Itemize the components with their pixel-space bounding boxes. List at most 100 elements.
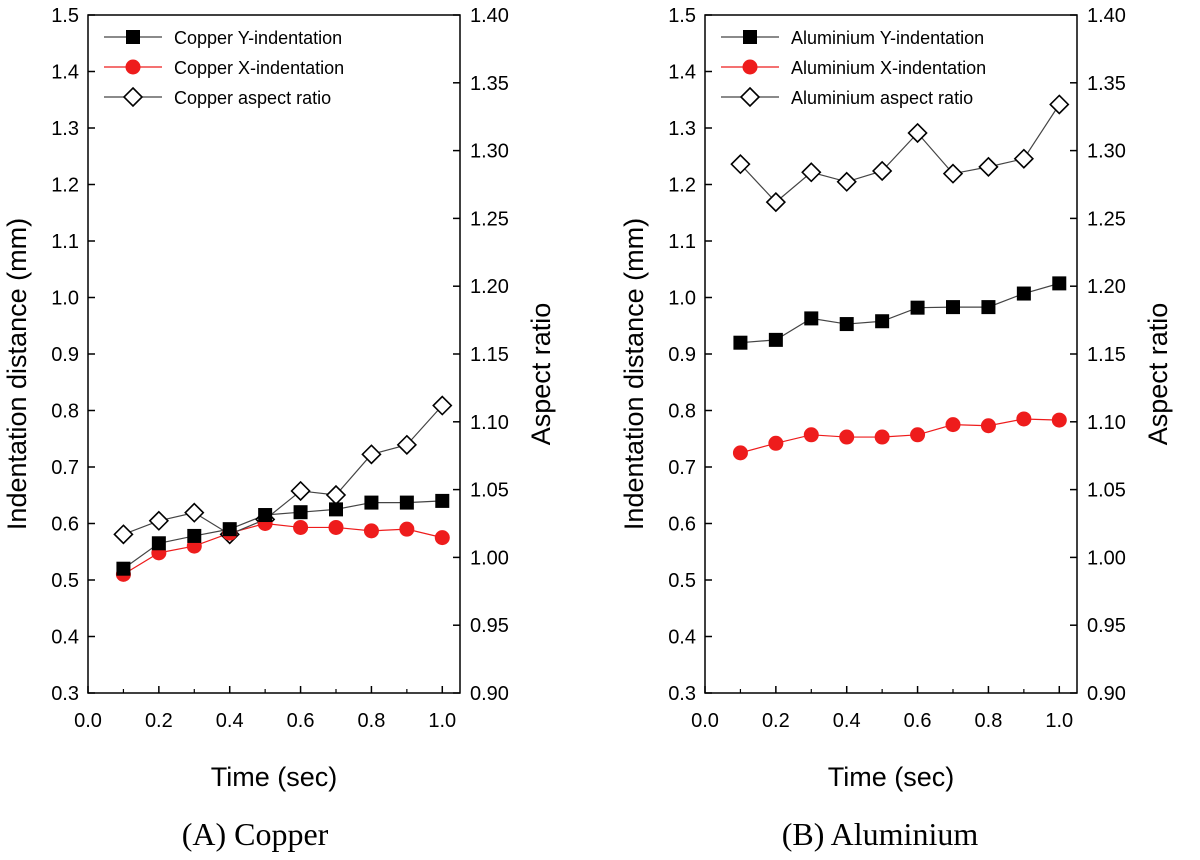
series-line xyxy=(123,500,443,570)
diamond-point xyxy=(907,122,928,144)
legend-label: Aluminium Y-indentation xyxy=(791,28,984,48)
diamond-point xyxy=(361,444,382,465)
y2-tick-label: 1.40 xyxy=(470,5,509,27)
y-tick-label: 0.3 xyxy=(668,683,696,705)
circle-point xyxy=(910,427,926,443)
diamond-point xyxy=(396,434,417,455)
series-line xyxy=(123,405,443,536)
y-tick-label: 1.3 xyxy=(668,118,696,140)
y-tick-label: 0.9 xyxy=(668,344,696,366)
square-point xyxy=(329,502,343,517)
y-tick-label: 0.7 xyxy=(668,457,696,479)
square-point xyxy=(151,536,166,551)
x-tick-label: 0.8 xyxy=(358,710,386,732)
square-point xyxy=(768,332,783,347)
square-point xyxy=(733,335,748,350)
y-axis-title: Indentation distance (mm) xyxy=(2,218,32,530)
y2-tick-label: 1.30 xyxy=(1087,141,1126,163)
square-point xyxy=(116,561,131,576)
y2-axis-title: Aspect ratio xyxy=(1143,303,1173,446)
y2-tick-label: 0.95 xyxy=(1087,615,1126,637)
circle-point xyxy=(363,523,379,539)
circle-point xyxy=(1051,412,1067,428)
square-point xyxy=(222,522,237,537)
legend-marker xyxy=(742,59,758,75)
y2-tick-label: 1.40 xyxy=(1087,5,1126,27)
square-point xyxy=(293,505,308,520)
circle-point xyxy=(945,417,961,433)
y-tick-label: 1.1 xyxy=(51,231,79,253)
y2-tick-label: 1.35 xyxy=(470,73,509,95)
y2-tick-label: 1.00 xyxy=(470,547,509,569)
diamond-point xyxy=(113,524,134,545)
circle-point xyxy=(328,519,344,535)
square-point xyxy=(258,508,273,523)
diamond-point xyxy=(290,480,311,502)
series-line xyxy=(739,104,1060,203)
square-point xyxy=(1016,286,1031,301)
panel-caption: (B) Aluminium xyxy=(782,816,979,852)
y2-tick-label: 1.20 xyxy=(470,276,509,298)
plot-frame xyxy=(87,14,461,694)
square-point xyxy=(1052,276,1067,291)
plot-frame xyxy=(704,14,1078,694)
y2-tick-label: 0.90 xyxy=(470,683,509,705)
y-tick-label: 1.5 xyxy=(668,5,696,27)
legend-marker xyxy=(122,86,144,108)
y2-tick-label: 1.30 xyxy=(470,141,509,163)
diamond-point xyxy=(836,171,857,192)
square-point xyxy=(435,493,450,508)
diamond-point xyxy=(942,163,964,184)
panel-caption: (A) Copper xyxy=(182,816,329,852)
y-tick-label: 0.8 xyxy=(668,401,696,423)
x-tick-label: 0.6 xyxy=(287,710,315,732)
diamond-point xyxy=(148,510,169,531)
circle-point xyxy=(293,519,309,535)
y-tick-label: 0.9 xyxy=(51,344,79,366)
diamond-point xyxy=(432,395,453,416)
y-tick-label: 1.5 xyxy=(51,5,79,27)
circle-point xyxy=(1016,411,1032,427)
x-tick-label: 0.2 xyxy=(762,710,790,732)
y-tick-label: 1.3 xyxy=(51,118,79,140)
legend-label: Copper Y-indentation xyxy=(174,28,342,48)
square-point xyxy=(839,317,854,332)
diamond-point xyxy=(978,156,999,178)
y-tick-label: 0.5 xyxy=(668,570,696,592)
y-tick-label: 0.6 xyxy=(51,514,79,536)
y-tick-label: 1.1 xyxy=(668,231,696,253)
legend-marker xyxy=(743,30,757,44)
y2-axis-title: Aspect ratio xyxy=(526,303,556,446)
circle-point xyxy=(768,435,784,451)
x-tick-label: 1.0 xyxy=(1045,710,1073,732)
circle-point xyxy=(434,530,450,546)
y2-tick-label: 1.10 xyxy=(1087,412,1126,434)
diamond-point xyxy=(325,484,347,506)
x-tick-label: 0.6 xyxy=(904,710,932,732)
y-tick-label: 1.0 xyxy=(51,288,79,310)
square-point xyxy=(804,311,819,326)
series-line xyxy=(740,418,1060,454)
y2-tick-label: 1.05 xyxy=(470,480,509,502)
x-tick-label: 0.4 xyxy=(833,710,861,732)
y-tick-label: 0.5 xyxy=(51,570,79,592)
square-point xyxy=(399,495,414,510)
diamond-point xyxy=(765,191,786,213)
x-tick-label: 0.0 xyxy=(74,710,102,732)
y-tick-label: 1.0 xyxy=(668,288,696,310)
square-point xyxy=(875,314,890,329)
y2-tick-label: 1.35 xyxy=(1087,73,1126,95)
square-point xyxy=(910,300,925,315)
x-tick-label: 0.8 xyxy=(975,710,1003,732)
diamond-point xyxy=(801,162,822,183)
legend-label: Aluminium aspect ratio xyxy=(791,88,973,108)
legend-label: Copper aspect ratio xyxy=(174,88,331,108)
y2-tick-label: 1.10 xyxy=(470,412,509,434)
x-axis-title: Time (sec) xyxy=(211,762,338,792)
y2-tick-label: 0.90 xyxy=(1087,683,1126,705)
circle-point xyxy=(839,429,855,445)
square-point xyxy=(981,300,996,315)
x-tick-label: 0.4 xyxy=(216,710,244,732)
y2-tick-label: 0.95 xyxy=(470,615,509,637)
